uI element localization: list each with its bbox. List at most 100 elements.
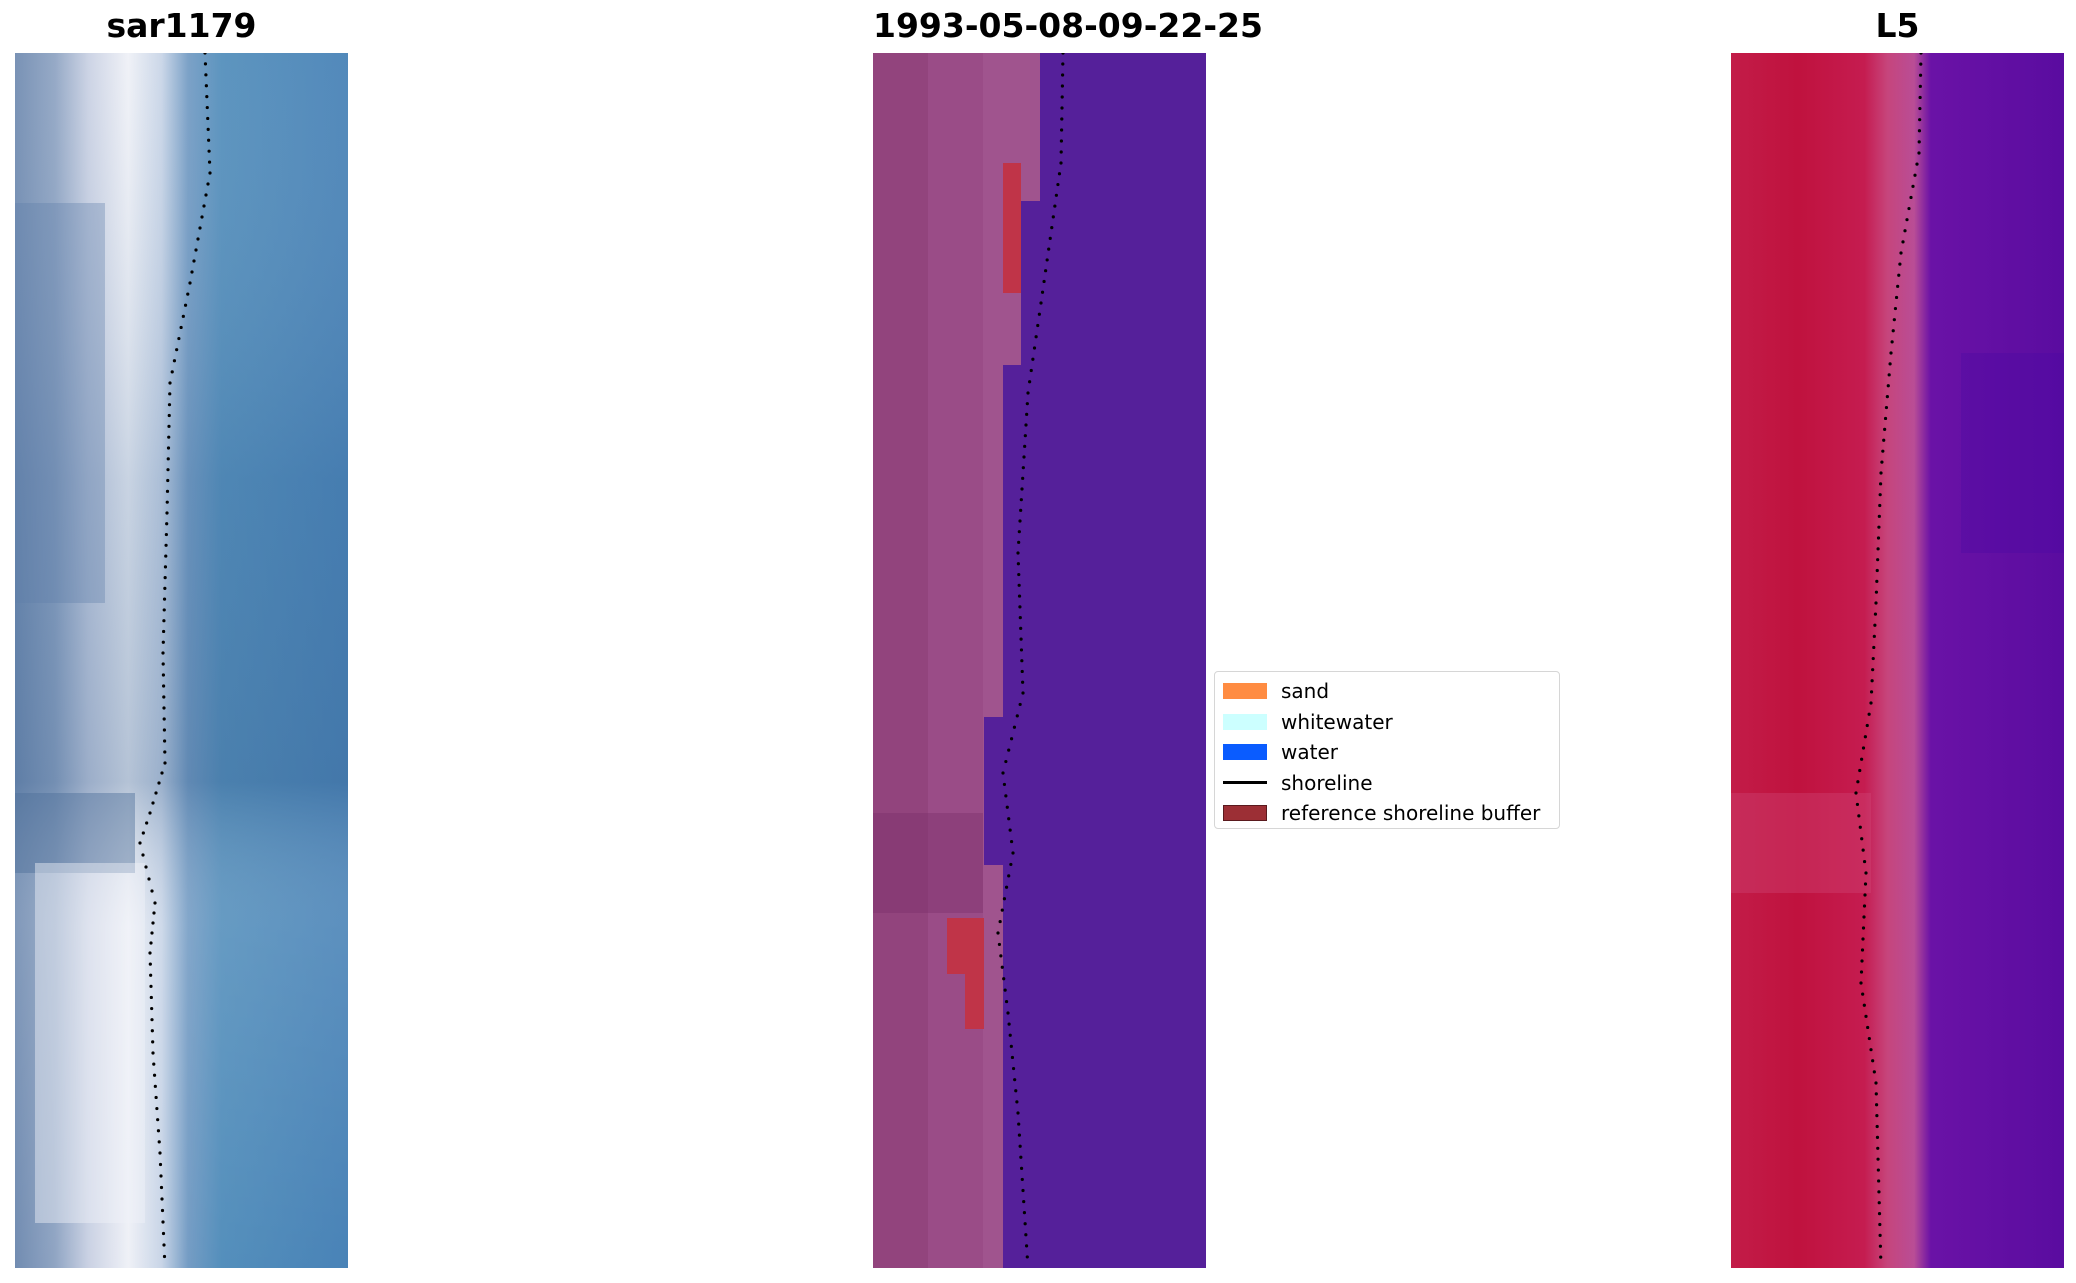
- shoreline-dot: [1014, 1089, 1018, 1093]
- shoreline-dot: [1045, 258, 1049, 262]
- shoreline-dot: [152, 1073, 157, 1077]
- shoreline-dot: [162, 1254, 167, 1259]
- shoreline-dot: [1875, 1114, 1879, 1118]
- shoreline-dot: [1885, 395, 1889, 399]
- shoreline-dot: [1017, 1133, 1022, 1137]
- shoreline-dot: [162, 619, 166, 623]
- shoreline-dot: [1907, 206, 1911, 211]
- shoreline-dot: [1013, 1078, 1017, 1082]
- shoreline-dot: [1867, 712, 1871, 716]
- shoreline-dot: [999, 954, 1003, 958]
- shoreline-dot: [147, 877, 151, 881]
- shoreline-dot: [150, 1029, 154, 1033]
- shoreline-dot: [1036, 323, 1040, 328]
- shoreline-dot: [1029, 368, 1033, 373]
- shoreline-dot: [1044, 269, 1048, 273]
- sand-swatch: [1223, 683, 1267, 700]
- shoreline-dot: [152, 1062, 156, 1066]
- shoreline-dot: [1021, 1188, 1025, 1193]
- shoreline-dot: [1060, 106, 1064, 110]
- shoreline-dot: [1009, 1044, 1013, 1048]
- shoreline-dot: [1017, 583, 1021, 587]
- shoreline-dot: [160, 771, 164, 775]
- shoreline-dot: [198, 226, 202, 230]
- shoreline-dot: [1881, 449, 1885, 453]
- shoreline-dot: [188, 281, 192, 285]
- shoreline-dot: [1877, 1211, 1882, 1216]
- panel-title-rgb: sar1179: [106, 6, 257, 45]
- shoreline-dot: [149, 973, 153, 977]
- shoreline-dot: [160, 1197, 164, 1201]
- shoreline-dot: [1054, 193, 1058, 197]
- shoreline-dot: [1024, 1244, 1029, 1248]
- shoreline-dot: [138, 841, 142, 845]
- reference-buffer-swatch: [1223, 805, 1267, 822]
- shoreline-dot: [1017, 1122, 1021, 1126]
- shoreline-dot: [164, 543, 168, 547]
- shoreline-dot: [156, 1118, 160, 1122]
- shoreline-dot: [1869, 1048, 1873, 1052]
- legend-item-sand: sand: [1215, 676, 1559, 707]
- shoreline-dot: [166, 446, 171, 450]
- shoreline-dot: [1002, 897, 1007, 901]
- shoreline-dot: [204, 193, 208, 197]
- shoreline-dot: [1861, 992, 1865, 996]
- shoreline-dot: [1018, 605, 1022, 609]
- shoreline-dot: [163, 761, 167, 765]
- shoreline-dot: [161, 673, 165, 677]
- shoreline-dot: [1918, 84, 1922, 88]
- reference-buffer-patch-bottom: [947, 918, 984, 974]
- shoreline-dot: [1000, 908, 1004, 912]
- shoreline-dot: [167, 413, 171, 418]
- shoreline-dot: [154, 791, 158, 795]
- shoreline-dot: [186, 292, 190, 296]
- shoreline-dot: [172, 359, 177, 363]
- shoreline-dot: [1021, 691, 1025, 695]
- shoreline-dot: [1023, 434, 1027, 438]
- shoreline-dot: [1060, 128, 1064, 132]
- shoreline-dot: [1874, 1092, 1878, 1096]
- shoreline-dot: [1021, 680, 1025, 684]
- shoreline-dot: [144, 865, 148, 869]
- shoreline-dot: [206, 127, 210, 131]
- shoreline-dot: [161, 651, 165, 655]
- shoreline-dot: [1007, 748, 1011, 752]
- shoreline-dot: [1019, 637, 1023, 641]
- shoreline-dot: [162, 597, 167, 601]
- shoreline-dot: [1019, 508, 1023, 512]
- shoreline-dot: [1858, 768, 1862, 773]
- shoreline-dot: [205, 105, 209, 110]
- shoreline-dot: [998, 919, 1002, 924]
- shoreline-dot: [1017, 572, 1021, 577]
- shoreline-dot: [1862, 915, 1866, 919]
- shoreline-dot: [1917, 140, 1921, 144]
- shoreline-dot: [1879, 1255, 1883, 1259]
- shoreline-dot: [1888, 362, 1892, 366]
- legend-item-water: water: [1215, 737, 1559, 768]
- shoreline-dot: [207, 138, 211, 142]
- shoreline-dot: [204, 73, 208, 77]
- shoreline-dot: [1877, 1190, 1881, 1194]
- shoreline-dot: [1859, 981, 1863, 985]
- shoreline-dot: [1019, 626, 1023, 630]
- shoreline-dot: [1878, 503, 1882, 508]
- shoreline-dot: [150, 1018, 154, 1022]
- shoreline-dot: [1001, 771, 1005, 775]
- shoreline-dot: [1024, 1233, 1028, 1237]
- shoreline-dot: [150, 1006, 154, 1011]
- shoreline-dot: [1871, 656, 1875, 661]
- shoreline-dot: [1874, 1081, 1878, 1085]
- shoreline-dot: [1913, 173, 1917, 177]
- shoreline-dot: [163, 739, 167, 743]
- shoreline-dot: [165, 522, 169, 526]
- shoreline-dot: [167, 403, 172, 407]
- shoreline-dot: [1057, 172, 1062, 176]
- shoreline-dot: [168, 392, 172, 396]
- shoreline-dot: [1875, 568, 1879, 573]
- shoreline-dot: [1019, 1155, 1023, 1159]
- shoreline-dot: [1003, 988, 1007, 992]
- panel-title-index: L5: [1875, 6, 1920, 45]
- shoreline-dot: [1000, 965, 1004, 969]
- shoreline-dot: [1903, 229, 1907, 233]
- shoreline-dot: [1056, 182, 1060, 187]
